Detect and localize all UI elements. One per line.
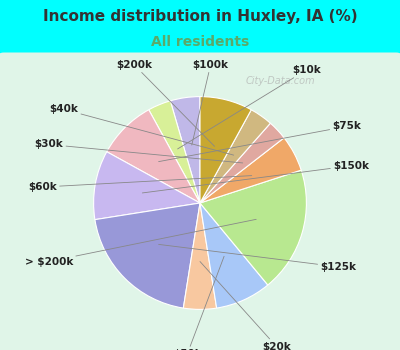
- FancyBboxPatch shape: [0, 52, 400, 350]
- Wedge shape: [170, 97, 200, 203]
- Text: $150k: $150k: [142, 161, 369, 193]
- Text: $40k: $40k: [49, 104, 234, 155]
- Wedge shape: [94, 152, 200, 220]
- Wedge shape: [200, 110, 270, 203]
- Text: City-Data.com: City-Data.com: [245, 76, 315, 85]
- Text: $200k: $200k: [116, 60, 214, 146]
- Text: Income distribution in Huxley, IA (%): Income distribution in Huxley, IA (%): [43, 9, 357, 24]
- Wedge shape: [200, 123, 284, 203]
- Text: > $200k: > $200k: [25, 219, 256, 266]
- Text: All residents: All residents: [151, 35, 249, 49]
- Text: $30k: $30k: [34, 140, 243, 163]
- Text: $75k: $75k: [159, 121, 361, 162]
- Text: $50k: $50k: [173, 256, 224, 350]
- Text: $20k: $20k: [200, 261, 291, 350]
- Text: $100k: $100k: [192, 60, 229, 145]
- Wedge shape: [200, 170, 306, 285]
- Wedge shape: [149, 101, 200, 203]
- Wedge shape: [200, 203, 268, 308]
- Wedge shape: [95, 203, 200, 308]
- Text: $125k: $125k: [159, 244, 356, 272]
- Wedge shape: [107, 110, 200, 203]
- Text: $10k: $10k: [178, 65, 321, 149]
- Wedge shape: [200, 138, 301, 203]
- Wedge shape: [200, 97, 251, 203]
- Text: $60k: $60k: [28, 176, 252, 192]
- Wedge shape: [183, 203, 217, 309]
